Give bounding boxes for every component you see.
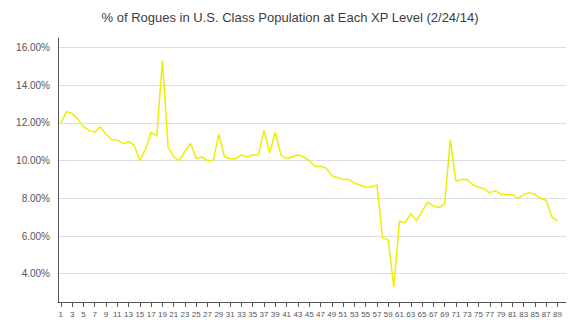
svg-text:4.00%: 4.00% [22, 268, 50, 279]
svg-text:8.00%: 8.00% [22, 193, 50, 204]
svg-text:3: 3 [70, 310, 75, 319]
svg-text:61: 61 [395, 310, 404, 319]
svg-text:65: 65 [418, 310, 427, 319]
svg-text:% of Rogues in U.S. Class Popu: % of Rogues in U.S. Class Population at … [102, 10, 479, 25]
svg-text:16.00%: 16.00% [16, 42, 50, 53]
svg-text:67: 67 [429, 310, 438, 319]
svg-text:33: 33 [237, 310, 246, 319]
svg-text:87: 87 [542, 310, 551, 319]
svg-text:39: 39 [271, 310, 280, 319]
svg-text:79: 79 [497, 310, 506, 319]
svg-text:69: 69 [440, 310, 449, 319]
svg-text:5: 5 [81, 310, 86, 319]
svg-text:11: 11 [113, 310, 122, 319]
svg-text:85: 85 [531, 310, 540, 319]
svg-text:9: 9 [104, 310, 109, 319]
svg-text:15: 15 [135, 310, 144, 319]
svg-text:19: 19 [158, 310, 167, 319]
svg-text:14.00%: 14.00% [16, 80, 50, 91]
svg-text:7: 7 [92, 310, 97, 319]
svg-text:12.00%: 12.00% [16, 117, 50, 128]
svg-text:59: 59 [384, 310, 393, 319]
svg-text:27: 27 [203, 310, 212, 319]
svg-text:73: 73 [463, 310, 472, 319]
svg-text:77: 77 [485, 310, 494, 319]
svg-text:49: 49 [327, 310, 336, 319]
svg-text:45: 45 [305, 310, 314, 319]
svg-text:25: 25 [192, 310, 201, 319]
svg-text:23: 23 [181, 310, 190, 319]
svg-text:41: 41 [282, 310, 291, 319]
svg-text:89: 89 [553, 310, 562, 319]
svg-text:37: 37 [260, 310, 269, 319]
svg-text:21: 21 [169, 310, 178, 319]
svg-text:17: 17 [147, 310, 156, 319]
svg-text:6.00%: 6.00% [22, 231, 50, 242]
svg-text:53: 53 [350, 310, 359, 319]
svg-text:71: 71 [451, 310, 460, 319]
svg-text:43: 43 [293, 310, 302, 319]
svg-text:47: 47 [316, 310, 325, 319]
svg-text:31: 31 [226, 310, 235, 319]
svg-text:1: 1 [59, 310, 64, 319]
svg-text:57: 57 [372, 310, 381, 319]
svg-text:75: 75 [474, 310, 483, 319]
svg-text:10.00%: 10.00% [16, 155, 50, 166]
svg-text:81: 81 [508, 310, 517, 319]
svg-text:13: 13 [124, 310, 133, 319]
svg-text:51: 51 [339, 310, 348, 319]
svg-text:83: 83 [519, 310, 528, 319]
svg-text:55: 55 [361, 310, 370, 319]
svg-text:63: 63 [406, 310, 415, 319]
svg-text:35: 35 [248, 310, 257, 319]
svg-text:29: 29 [214, 310, 223, 319]
